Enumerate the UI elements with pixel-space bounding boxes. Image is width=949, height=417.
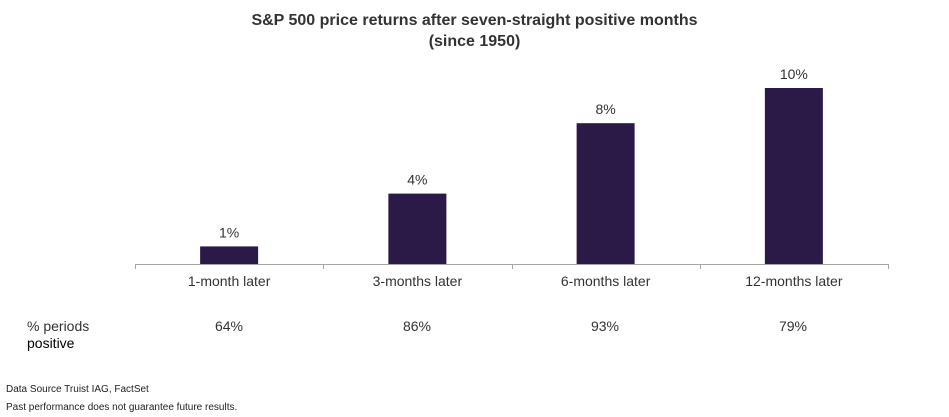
- x-tick-label-3: 6-months later: [561, 273, 651, 289]
- bar-value-label-2: 4%: [407, 172, 427, 188]
- positive-pct-3-months: 86%: [402, 318, 432, 334]
- disclaimer-footnote: Past performance does not guarantee futu…: [6, 402, 238, 413]
- chart-title: S&P 500 price returns after seven-straig…: [251, 12, 698, 29]
- positive-periods-label-line2: positive: [27, 335, 75, 351]
- bar-3: [576, 123, 635, 264]
- positive-periods-label-line1: % periods: [27, 318, 90, 334]
- x-tick-label-4: 12-months later: [745, 273, 843, 289]
- positive-pct-1-month: 64%: [214, 318, 244, 334]
- bar-value-label-3: 8%: [596, 101, 616, 117]
- bar-4: [764, 88, 823, 264]
- x-tick-label-1: 1-month later: [188, 273, 271, 289]
- positive-pct-12-months: 79%: [778, 318, 808, 334]
- positive-periods-label: % periods positive: [27, 318, 89, 352]
- x-tick-label-2: 3-months later: [373, 273, 463, 289]
- bar-value-label-4: 10%: [780, 66, 808, 82]
- bar-2: [388, 193, 447, 264]
- bar-chart: 1% 1-month later 4% 3-months later 8% 6-month…: [135, 66, 889, 289]
- bar-1: [200, 246, 259, 264]
- chart-title-block: S&P 500 price returns after seven-straig…: [0, 10, 949, 52]
- source-footnote: Data Source Truist IAG, FactSet: [6, 384, 149, 395]
- positive-pct-6-months: 93%: [590, 318, 620, 334]
- bar-value-label-1: 1%: [219, 224, 239, 240]
- chart-subtitle: (since 1950): [428, 33, 521, 50]
